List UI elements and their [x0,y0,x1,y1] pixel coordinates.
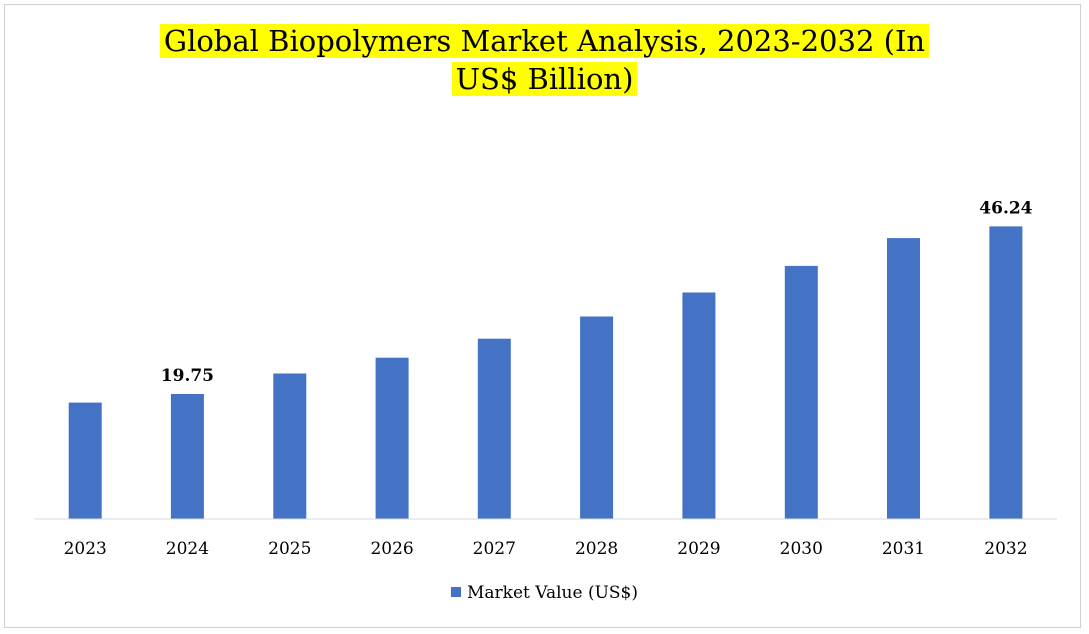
data-label-2024: 19.75 [161,366,214,386]
bar-2026 [375,357,409,519]
bar-2029 [682,292,716,519]
legend-swatch [450,587,461,597]
legend-label: Market Value (US$) [466,583,639,603]
x-tick-label-2029: 2029 [677,539,720,559]
bar-2024 [170,394,204,519]
bar-2023 [68,402,102,519]
title-line-2: US$ Billion) [451,62,638,96]
bar-2028 [580,316,614,519]
x-tick-label-2028: 2028 [575,539,618,559]
x-tick-label-2024: 2024 [166,539,209,559]
chart-title: Global Biopolymers Market Analysis, 2023… [0,22,1089,98]
bar-2025 [273,373,307,519]
x-tick-label-2026: 2026 [370,539,413,559]
data-label-2032: 46.24 [979,198,1032,218]
bar-2030 [784,265,818,519]
x-tick-label-2027: 2027 [473,539,516,559]
x-tick-label-2025: 2025 [268,539,311,559]
x-tick-label-2032: 2032 [984,539,1027,559]
bar-2031 [887,238,920,519]
x-tick-label-2030: 2030 [780,539,823,559]
title-line-1: Global Biopolymers Market Analysis, 2023… [159,24,930,58]
bar-2027 [477,338,511,519]
x-tick-label-2023: 2023 [64,539,107,559]
bar-2032 [989,226,1023,519]
legend: Market Value (US$) [0,583,1089,603]
x-tick-label-2031: 2031 [882,539,925,559]
